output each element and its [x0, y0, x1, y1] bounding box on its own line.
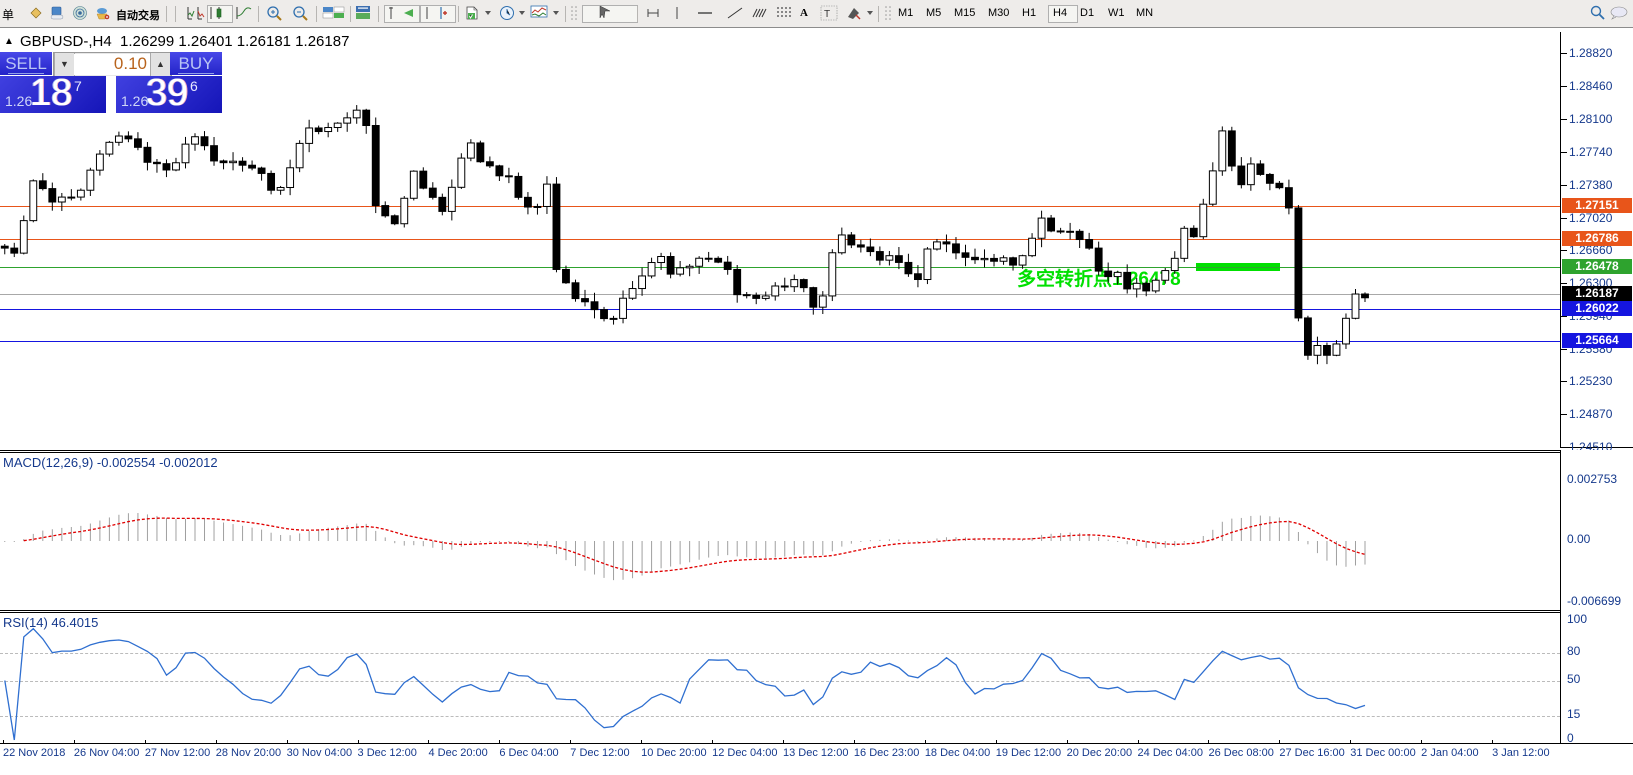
svg-text:T: T: [824, 9, 830, 20]
